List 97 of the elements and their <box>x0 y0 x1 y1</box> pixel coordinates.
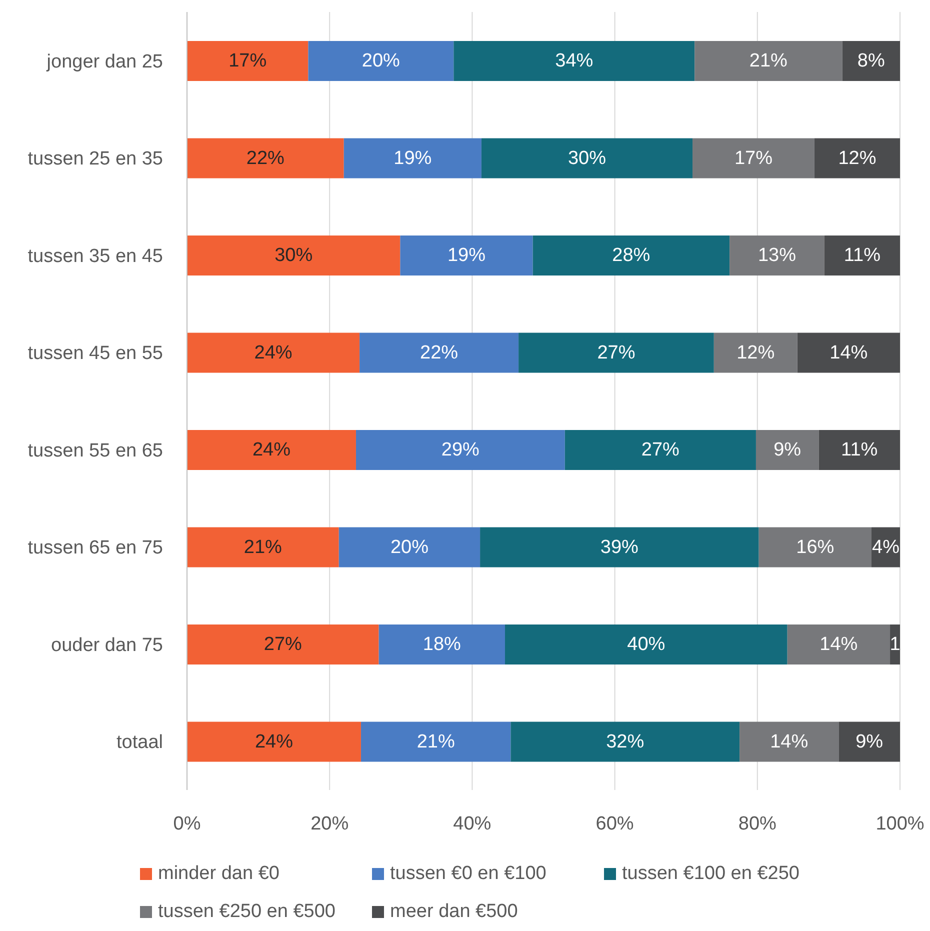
data-label: 17% <box>734 148 773 169</box>
data-label: 9% <box>856 731 884 752</box>
bar <box>797 332 900 373</box>
legend-label: meer dan €500 <box>390 901 518 923</box>
data-label: 16% <box>796 536 834 558</box>
data-label: 4% <box>872 536 900 558</box>
bar <box>756 430 819 470</box>
bar <box>481 138 693 178</box>
y-tick-label: tussen 35 en 45 <box>28 246 163 267</box>
data-label: 1 <box>890 634 900 655</box>
data-label: 13% <box>758 245 796 266</box>
bar <box>714 332 798 373</box>
data-label: 22% <box>246 148 285 169</box>
bar <box>187 41 308 81</box>
y-tick-label: tussen 45 en 55 <box>28 343 163 364</box>
data-label: 32% <box>606 731 644 752</box>
bar <box>758 527 872 568</box>
bar <box>787 624 890 664</box>
data-label: 11% <box>841 440 878 460</box>
x-tick-label: 0% <box>173 813 201 834</box>
data-label: 19% <box>394 148 432 169</box>
data-label: 14% <box>830 342 868 364</box>
bar <box>518 332 714 373</box>
bar <box>400 236 533 276</box>
legend-label: tussen €100 en €250 <box>622 863 800 885</box>
bar <box>454 41 695 81</box>
data-label: 14% <box>820 634 858 655</box>
data-label: 21% <box>416 731 455 752</box>
data-label: 20% <box>390 536 429 558</box>
y-tick-label: totaal <box>116 732 163 754</box>
bar <box>187 430 356 470</box>
bar <box>356 430 565 470</box>
bar <box>564 430 756 470</box>
legend-label: tussen €0 en €100 <box>390 863 546 885</box>
legend-label: minder dan €0 <box>158 863 280 885</box>
bar <box>187 332 360 373</box>
data-label: 21% <box>749 50 788 72</box>
bar <box>842 41 900 81</box>
data-label: 24% <box>252 440 291 460</box>
data-label: 29% <box>441 440 480 460</box>
bar <box>740 722 839 762</box>
bar <box>838 722 900 762</box>
data-label: 11% <box>844 245 881 266</box>
y-tick-label: tussen 25 en 35 <box>28 148 163 170</box>
data-label: 28% <box>612 245 650 266</box>
y-tick-label: tussen 55 en 65 <box>28 440 163 462</box>
x-tick-label: 40% <box>453 813 492 834</box>
bar <box>187 527 339 568</box>
data-label: 14% <box>770 731 808 752</box>
data-label: 30% <box>568 148 606 169</box>
bar <box>480 527 759 568</box>
data-label: 18% <box>422 634 462 655</box>
bar <box>532 236 730 276</box>
data-label: 39% <box>600 536 639 558</box>
data-label: 34% <box>555 50 594 72</box>
data-label: 17% <box>228 50 267 72</box>
data-label: 27% <box>641 440 680 460</box>
bar <box>187 138 344 178</box>
data-label: 27% <box>264 634 302 655</box>
bar <box>360 332 519 373</box>
bar <box>692 138 814 178</box>
bar <box>505 624 788 664</box>
x-tick-label: 20% <box>310 813 349 834</box>
data-label: 27% <box>597 342 636 364</box>
bar <box>187 722 361 762</box>
y-tick-label: ouder dan 75 <box>51 634 163 656</box>
bar <box>510 722 740 762</box>
data-label: 24% <box>254 731 294 752</box>
y-tick-label: jonger dan 25 <box>46 51 163 72</box>
x-tick-label: 100% <box>876 813 924 834</box>
legend-label: tussen €250 en €500 <box>158 901 336 923</box>
bar <box>730 236 824 276</box>
bar <box>308 41 454 81</box>
bar <box>814 138 900 178</box>
data-label: 9% <box>774 440 802 460</box>
data-label: 21% <box>244 536 282 558</box>
data-label: 22% <box>420 342 458 364</box>
data-label: 12% <box>838 148 876 169</box>
data-label: 8% <box>857 50 885 72</box>
bar <box>378 624 505 664</box>
bar <box>344 138 482 178</box>
bar <box>187 236 400 276</box>
bar <box>818 430 900 470</box>
bar <box>360 722 511 762</box>
data-label: 20% <box>362 50 400 72</box>
bar <box>338 527 480 568</box>
y-tick-label: tussen 65 en 75 <box>28 538 163 559</box>
data-label: 30% <box>274 245 313 266</box>
x-tick-label: 80% <box>738 813 777 834</box>
bar <box>824 236 900 276</box>
bar <box>694 41 842 81</box>
bar <box>187 624 379 664</box>
data-label: 19% <box>447 245 486 266</box>
data-label: 12% <box>736 342 775 364</box>
data-label: 40% <box>627 634 666 655</box>
x-tick-label: 60% <box>596 813 634 834</box>
data-label: 24% <box>254 342 292 364</box>
